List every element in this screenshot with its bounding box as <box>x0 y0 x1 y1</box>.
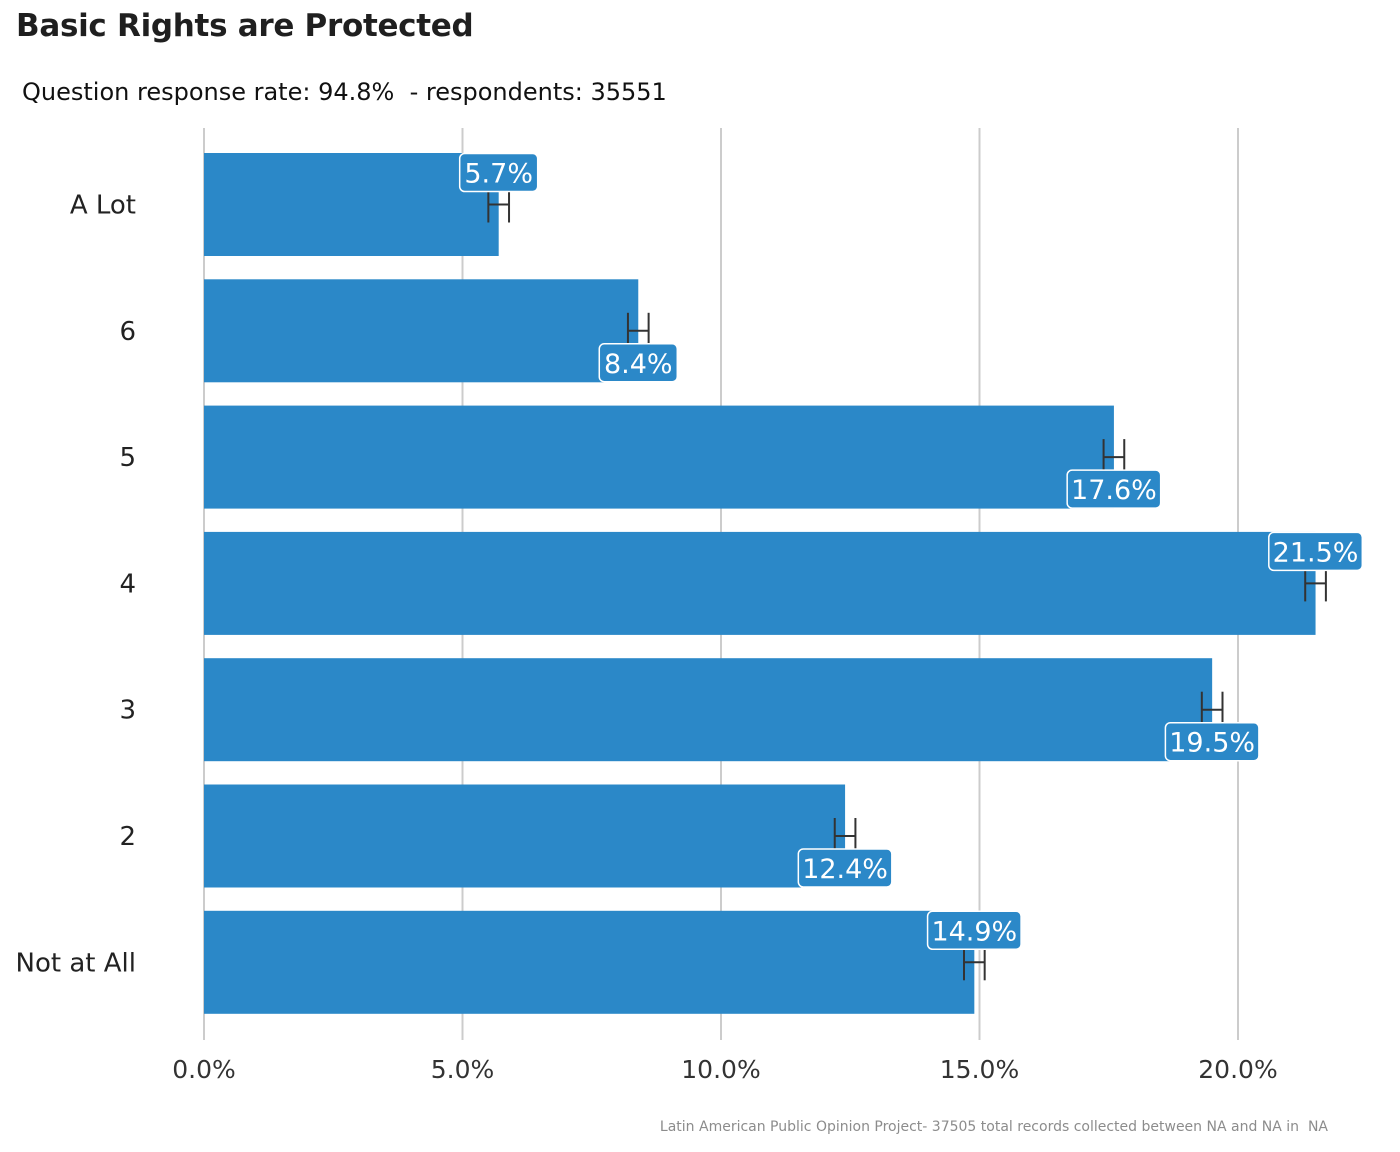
data-label-text: 8.4% <box>604 349 673 380</box>
x-tick-label: 0.0% <box>172 1055 236 1084</box>
data-label: 19.5% <box>1164 721 1260 762</box>
error-bar <box>833 818 857 854</box>
bar <box>204 658 1213 762</box>
x-tick-label: 15.0% <box>940 1055 1019 1084</box>
data-label-box <box>1164 721 1260 762</box>
data-label: 12.4% <box>797 848 893 888</box>
data-label-box <box>598 343 679 383</box>
bar-chart: 5.7% 8.4% 17.6% 21.5% 19.5% 12.4% 14.9% A Lot 6… <box>16 128 1364 1084</box>
data-label-box <box>926 910 1022 951</box>
data-label-text: 5.7% <box>464 159 533 190</box>
category-labels: A Lot 6 5 4 3 2 Not at All <box>16 191 136 979</box>
data-label: 8.4% <box>598 343 679 383</box>
bar <box>204 910 975 1014</box>
category-label: 5 <box>119 443 136 473</box>
data-label-text: 21.5% <box>1273 537 1359 568</box>
bar <box>204 153 499 256</box>
data-label-text: 12.4% <box>802 854 888 885</box>
data-label: 21.5% <box>1268 531 1364 572</box>
error-bar <box>962 944 986 981</box>
error-bar <box>1304 565 1327 602</box>
error-bar <box>1200 691 1224 728</box>
category-label: 3 <box>119 696 136 726</box>
data-label-box <box>797 848 893 888</box>
data-label-text: 14.9% <box>931 916 1017 947</box>
chart-subtitle: Question response rate: 94.8% - responde… <box>22 78 667 106</box>
error-bar <box>1102 439 1126 476</box>
category-label: 6 <box>119 317 136 347</box>
bar <box>204 531 1316 635</box>
x-tick-label: 10.0% <box>681 1055 760 1084</box>
data-label-box <box>458 152 539 193</box>
data-label-box <box>1066 469 1162 509</box>
error-bar <box>626 312 650 349</box>
chart-caption: Latin American Public Opinion Project- 3… <box>659 1119 1328 1135</box>
x-axis-tick-labels: 0.0% 5.0% 10.0% 15.0% 20.0% <box>172 1055 1277 1084</box>
data-label-text: 17.6% <box>1071 475 1157 506</box>
data-label: 5.7% <box>458 152 539 193</box>
bars <box>204 153 1316 1014</box>
x-tick-label: 5.0% <box>431 1055 495 1084</box>
bar <box>204 279 639 383</box>
category-label: Not at All <box>16 948 136 978</box>
bar <box>204 405 1114 509</box>
category-label: 4 <box>119 569 136 599</box>
chart-title: Basic Rights are Protected <box>16 8 474 44</box>
error-bar <box>487 186 511 223</box>
data-label-box <box>1268 531 1364 572</box>
data-label-text: 19.5% <box>1169 728 1255 759</box>
bar <box>204 784 846 888</box>
category-label: A Lot <box>70 191 136 221</box>
data-labels: 5.7% 8.4% 17.6% 21.5% 19.5% 12.4% 14.9% <box>458 152 1364 951</box>
data-label: 14.9% <box>926 910 1022 951</box>
category-label: 2 <box>119 822 136 852</box>
data-label: 17.6% <box>1066 469 1162 509</box>
x-tick-label: 20.0% <box>1198 1055 1277 1084</box>
error-bars <box>487 186 1327 981</box>
